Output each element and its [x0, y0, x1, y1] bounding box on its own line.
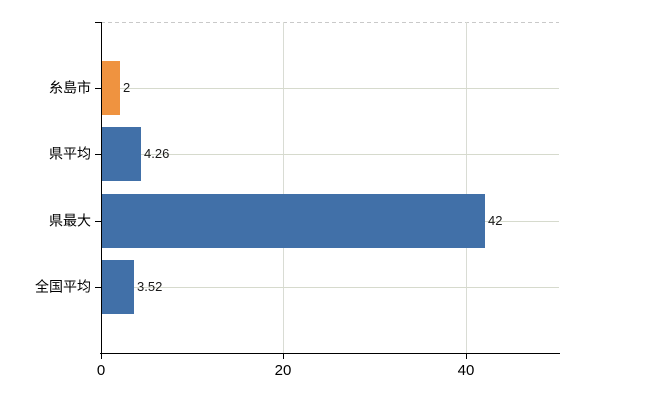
y-axis-tick [95, 154, 101, 155]
gridline-horizontal [101, 154, 559, 155]
x-axis-tick [101, 353, 102, 359]
x-axis-tick-label: 20 [274, 362, 292, 379]
category-label: 糸島市 [49, 79, 91, 96]
y-axis-line [101, 22, 102, 354]
y-axis-tick [95, 88, 101, 89]
category-label: 全国平均 [35, 278, 91, 295]
x-axis-line [100, 353, 560, 354]
gridline-horizontal [101, 88, 559, 89]
x-axis-tick-label: 0 [96, 362, 106, 379]
gridline-vertical [283, 22, 284, 353]
value-label: 2 [123, 80, 131, 96]
bar-3 [102, 260, 134, 314]
y-axis-tick [95, 287, 101, 288]
value-label: 42 [488, 212, 503, 228]
gridline-horizontal [101, 287, 559, 288]
value-label: 4.26 [144, 146, 170, 162]
x-axis-tick-label: 40 [457, 362, 475, 379]
value-label: 3.52 [137, 279, 163, 295]
x-axis-tick [466, 353, 467, 359]
bar-0 [102, 61, 120, 115]
bar-1 [102, 127, 141, 181]
gridline-vertical [466, 22, 467, 353]
plot-top-border [101, 22, 559, 23]
y-axis-tick [95, 221, 101, 222]
y-axis-top-tick [95, 22, 101, 23]
bar-2 [102, 194, 485, 248]
category-label: 県平均 [49, 146, 91, 163]
x-axis-tick [283, 353, 284, 359]
category-label: 県最大 [49, 212, 91, 229]
